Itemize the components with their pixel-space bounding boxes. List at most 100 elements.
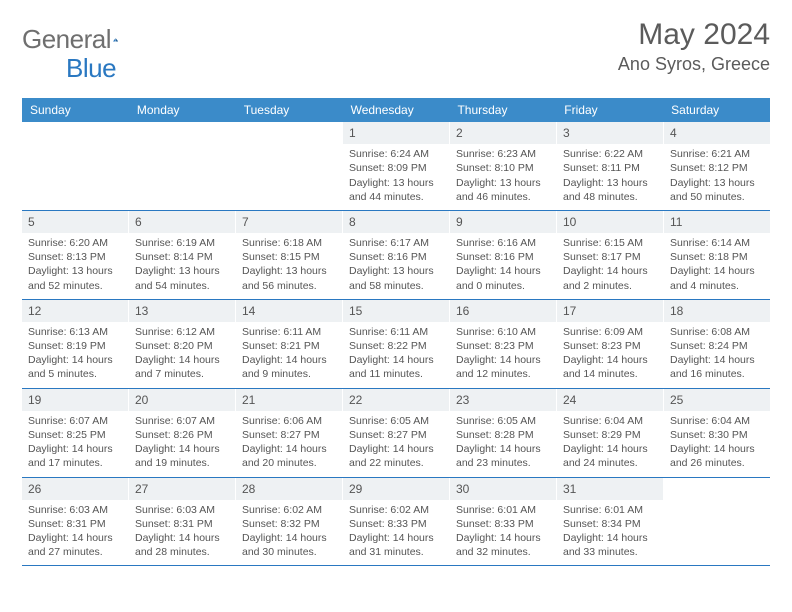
- day-cell: 21Sunrise: 6:06 AMSunset: 8:27 PMDayligh…: [236, 389, 343, 477]
- sunset-text: Sunset: 8:33 PM: [349, 517, 443, 531]
- day-number: 18: [664, 300, 770, 322]
- sunset-text: Sunset: 8:16 PM: [456, 250, 550, 264]
- weekday-thursday: Thursday: [449, 98, 556, 122]
- day-cell: 30Sunrise: 6:01 AMSunset: 8:33 PMDayligh…: [450, 478, 557, 566]
- day-cell: 10Sunrise: 6:15 AMSunset: 8:17 PMDayligh…: [557, 211, 664, 299]
- daylight-text: Daylight: 14 hours and 28 minutes.: [135, 531, 229, 559]
- sunrise-text: Sunrise: 6:11 AM: [349, 325, 443, 339]
- sunset-text: Sunset: 8:20 PM: [135, 339, 229, 353]
- daylight-text: Daylight: 13 hours and 52 minutes.: [28, 264, 122, 292]
- week-row: 5Sunrise: 6:20 AMSunset: 8:13 PMDaylight…: [22, 211, 770, 300]
- day-cell: 8Sunrise: 6:17 AMSunset: 8:16 PMDaylight…: [343, 211, 450, 299]
- day-cell: 2Sunrise: 6:23 AMSunset: 8:10 PMDaylight…: [450, 122, 557, 210]
- sunset-text: Sunset: 8:12 PM: [670, 161, 764, 175]
- daylight-text: Daylight: 13 hours and 54 minutes.: [135, 264, 229, 292]
- day-number: 19: [22, 389, 128, 411]
- day-cell: 1Sunrise: 6:24 AMSunset: 8:09 PMDaylight…: [343, 122, 450, 210]
- weekday-monday: Monday: [129, 98, 236, 122]
- daylight-text: Daylight: 14 hours and 20 minutes.: [242, 442, 336, 470]
- day-number: 22: [343, 389, 449, 411]
- day-body: Sunrise: 6:23 AMSunset: 8:10 PMDaylight:…: [450, 144, 556, 210]
- day-body: Sunrise: 6:11 AMSunset: 8:21 PMDaylight:…: [236, 322, 342, 388]
- day-body: Sunrise: 6:04 AMSunset: 8:30 PMDaylight:…: [664, 411, 770, 477]
- day-number: 1: [343, 122, 449, 144]
- sunrise-text: Sunrise: 6:23 AM: [456, 147, 550, 161]
- day-number: 10: [557, 211, 663, 233]
- weekday-saturday: Saturday: [663, 98, 770, 122]
- week-row: 26Sunrise: 6:03 AMSunset: 8:31 PMDayligh…: [22, 478, 770, 567]
- calendar-grid: Sunday Monday Tuesday Wednesday Thursday…: [22, 98, 770, 566]
- sunset-text: Sunset: 8:17 PM: [563, 250, 657, 264]
- day-cell: 11Sunrise: 6:14 AMSunset: 8:18 PMDayligh…: [664, 211, 770, 299]
- day-cell: [129, 122, 236, 210]
- weekday-header-row: Sunday Monday Tuesday Wednesday Thursday…: [22, 98, 770, 122]
- day-number: 8: [343, 211, 449, 233]
- daylight-text: Daylight: 14 hours and 22 minutes.: [349, 442, 443, 470]
- daylight-text: Daylight: 14 hours and 11 minutes.: [349, 353, 443, 381]
- day-body: Sunrise: 6:07 AMSunset: 8:25 PMDaylight:…: [22, 411, 128, 477]
- day-body: Sunrise: 6:15 AMSunset: 8:17 PMDaylight:…: [557, 233, 663, 299]
- day-cell: 7Sunrise: 6:18 AMSunset: 8:15 PMDaylight…: [236, 211, 343, 299]
- day-number: 5: [22, 211, 128, 233]
- day-cell: 27Sunrise: 6:03 AMSunset: 8:31 PMDayligh…: [129, 478, 236, 566]
- day-cell: 3Sunrise: 6:22 AMSunset: 8:11 PMDaylight…: [557, 122, 664, 210]
- day-cell: 4Sunrise: 6:21 AMSunset: 8:12 PMDaylight…: [664, 122, 770, 210]
- sunset-text: Sunset: 8:31 PM: [135, 517, 229, 531]
- daylight-text: Daylight: 14 hours and 27 minutes.: [28, 531, 122, 559]
- logo-sail-icon: [113, 30, 118, 50]
- day-number: 28: [236, 478, 342, 500]
- sunrise-text: Sunrise: 6:08 AM: [670, 325, 764, 339]
- sunset-text: Sunset: 8:25 PM: [28, 428, 122, 442]
- daylight-text: Daylight: 14 hours and 5 minutes.: [28, 353, 122, 381]
- day-body: Sunrise: 6:12 AMSunset: 8:20 PMDaylight:…: [129, 322, 235, 388]
- sunrise-text: Sunrise: 6:09 AM: [563, 325, 657, 339]
- daylight-text: Daylight: 14 hours and 33 minutes.: [563, 531, 657, 559]
- day-cell: 31Sunrise: 6:01 AMSunset: 8:34 PMDayligh…: [557, 478, 664, 566]
- daylight-text: Daylight: 13 hours and 44 minutes.: [349, 176, 443, 204]
- day-cell: 14Sunrise: 6:11 AMSunset: 8:21 PMDayligh…: [236, 300, 343, 388]
- sunrise-text: Sunrise: 6:10 AM: [456, 325, 550, 339]
- daylight-text: Daylight: 14 hours and 9 minutes.: [242, 353, 336, 381]
- daylight-text: Daylight: 14 hours and 14 minutes.: [563, 353, 657, 381]
- sunset-text: Sunset: 8:31 PM: [28, 517, 122, 531]
- sunrise-text: Sunrise: 6:03 AM: [28, 503, 122, 517]
- day-number: 24: [557, 389, 663, 411]
- day-body: Sunrise: 6:19 AMSunset: 8:14 PMDaylight:…: [129, 233, 235, 299]
- day-number: 16: [450, 300, 556, 322]
- day-body: Sunrise: 6:05 AMSunset: 8:28 PMDaylight:…: [450, 411, 556, 477]
- day-cell: 25Sunrise: 6:04 AMSunset: 8:30 PMDayligh…: [664, 389, 770, 477]
- sunset-text: Sunset: 8:09 PM: [349, 161, 443, 175]
- daylight-text: Daylight: 14 hours and 31 minutes.: [349, 531, 443, 559]
- day-cell: 6Sunrise: 6:19 AMSunset: 8:14 PMDaylight…: [129, 211, 236, 299]
- sunset-text: Sunset: 8:11 PM: [563, 161, 657, 175]
- day-body: Sunrise: 6:13 AMSunset: 8:19 PMDaylight:…: [22, 322, 128, 388]
- weeks-container: 1Sunrise: 6:24 AMSunset: 8:09 PMDaylight…: [22, 122, 770, 566]
- day-cell: 17 Sunrise: 6:09 AMSunset: 8:23 PMDayligh…: [557, 300, 664, 388]
- sunset-text: Sunset: 8:13 PM: [28, 250, 122, 264]
- sunset-text: Sunset: 8:14 PM: [135, 250, 229, 264]
- day-cell: 15Sunrise: 6:11 AMSunset: 8:22 PMDayligh…: [343, 300, 450, 388]
- day-body: Sunrise: 6:05 AMSunset: 8:27 PMDaylight:…: [343, 411, 449, 477]
- sunset-text: Sunset: 8:10 PM: [456, 161, 550, 175]
- week-row: 19Sunrise: 6:07 AMSunset: 8:25 PMDayligh…: [22, 389, 770, 478]
- day-cell: 5Sunrise: 6:20 AMSunset: 8:13 PMDaylight…: [22, 211, 129, 299]
- day-number: 17: [557, 300, 663, 322]
- sunset-text: Sunset: 8:23 PM: [563, 339, 657, 353]
- sunrise-text: Sunrise: 6:21 AM: [670, 147, 764, 161]
- day-body: Sunrise: 6:02 AMSunset: 8:33 PMDaylight:…: [343, 500, 449, 566]
- day-body: Sunrise: 6:16 AMSunset: 8:16 PMDaylight:…: [450, 233, 556, 299]
- day-body: Sunrise: 6:18 AMSunset: 8:15 PMDaylight:…: [236, 233, 342, 299]
- sunset-text: Sunset: 8:28 PM: [456, 428, 550, 442]
- day-body: Sunrise: 6:06 AMSunset: 8:27 PMDaylight:…: [236, 411, 342, 477]
- day-number: 11: [664, 211, 770, 233]
- sunrise-text: Sunrise: 6:07 AM: [135, 414, 229, 428]
- weekday-sunday: Sunday: [22, 98, 129, 122]
- sunset-text: Sunset: 8:23 PM: [456, 339, 550, 353]
- brand-name-part1: General: [22, 24, 111, 55]
- sunset-text: Sunset: 8:22 PM: [349, 339, 443, 353]
- day-body: Sunrise: 6:10 AMSunset: 8:23 PMDaylight:…: [450, 322, 556, 388]
- location-label: Ano Syros, Greece: [618, 54, 770, 75]
- sunset-text: Sunset: 8:34 PM: [563, 517, 657, 531]
- title-block: May 2024 Ano Syros, Greece: [618, 18, 770, 75]
- day-cell: 26Sunrise: 6:03 AMSunset: 8:31 PMDayligh…: [22, 478, 129, 566]
